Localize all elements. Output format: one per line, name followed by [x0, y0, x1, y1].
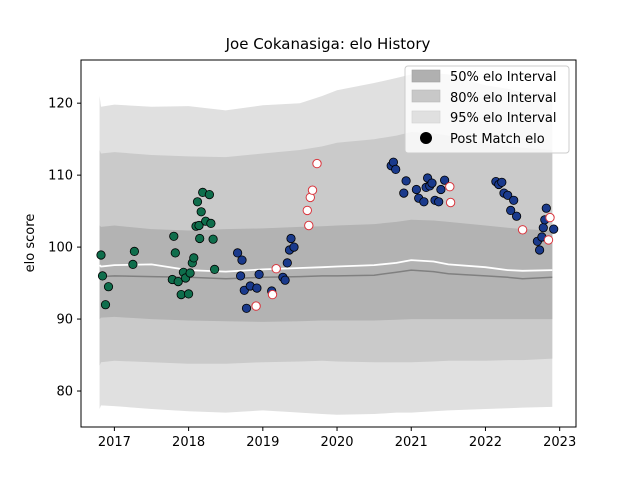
post-match-point-navy [549, 224, 559, 234]
x-tick-label: 2022 [469, 435, 502, 450]
post-match-point-navy [286, 233, 296, 244]
post-match-point-teal [208, 234, 218, 244]
plot-area [80, 59, 577, 428]
legend-label-post-match: Post Match elo [450, 132, 545, 147]
post-match-point-navy [236, 271, 246, 281]
legend-label-80: 80% elo Interval [450, 91, 557, 106]
post-match-point-navy [391, 164, 401, 174]
y-tick-label: 110 [48, 169, 73, 184]
post-match-point-navy [497, 177, 507, 187]
plot-frame [80, 59, 577, 428]
post-match-point-teal [184, 289, 194, 299]
post-match-point-loss [445, 182, 455, 192]
post-match-point-loss [302, 205, 312, 216]
post-match-point-teal [169, 231, 179, 241]
post-match-point-teal [210, 264, 220, 274]
legend-swatch-95 [411, 110, 441, 124]
post-match-point-loss [545, 212, 555, 223]
y-axis: 80 90 100 110 120 [48, 97, 81, 400]
post-match-point-teal [194, 220, 204, 231]
post-match-point-navy [411, 184, 421, 195]
median-line [98, 259, 553, 273]
chart-title: Joe Cokanasiga: elo History [225, 35, 431, 53]
post-match-point-navy [280, 275, 290, 285]
post-match-point-navy [439, 175, 450, 185]
post-match-point-loss [304, 220, 314, 231]
post-match-point-navy [233, 248, 243, 258]
y-tick-label: 100 [48, 241, 73, 256]
post-match-point-navy [399, 188, 409, 198]
post-match-point-teal [100, 300, 111, 310]
post-match-point-navy [538, 223, 548, 233]
band-50 [99, 219, 553, 322]
post-match-point-teal [97, 271, 108, 281]
post-match-point-loss [517, 225, 528, 235]
legend-swatch-50 [411, 69, 441, 83]
post-match-point-teal [196, 207, 206, 217]
post-match-point-teal [192, 197, 203, 207]
post-match-point-navy [436, 184, 446, 195]
legend-label-50: 50% elo Interval [450, 70, 557, 85]
post-match-point-navy [503, 190, 513, 200]
post-match-point-navy [241, 303, 252, 313]
post-match-point-loss [543, 235, 554, 245]
post-match-point-navy [506, 205, 516, 215]
post-match-point-navy [534, 245, 545, 255]
post-match-point-navy [541, 203, 551, 213]
post-match-point-loss [251, 301, 261, 311]
x-axis: 2017 2018 2019 2020 2021 2022 2023 [98, 427, 576, 450]
legend-marker-post-match [420, 132, 432, 144]
post-match-point-navy [282, 258, 292, 268]
y-tick-label: 120 [48, 97, 73, 112]
post-match-point-navy [237, 255, 247, 265]
x-tick-label: 2020 [320, 435, 353, 450]
post-match-point-teal [185, 268, 195, 278]
post-match-point-teal [173, 276, 183, 287]
post-match-point-teal [103, 282, 114, 292]
post-match-point-navy [419, 197, 429, 207]
post-match-point-navy [289, 242, 299, 252]
post-match-point-loss [445, 197, 456, 208]
x-tick-label: 2021 [395, 435, 428, 450]
post-match-point-teal [128, 259, 138, 269]
post-match-point-teal [206, 218, 216, 228]
post-match-point-teal [204, 190, 214, 200]
post-match-point-teal [195, 233, 205, 244]
post-match-points [96, 157, 559, 313]
post-match-point-teal [96, 250, 106, 260]
post-match-point-loss [271, 264, 281, 274]
legend-frame [404, 65, 570, 154]
post-match-point-navy [252, 283, 262, 293]
x-tick-label: 2019 [246, 435, 279, 450]
post-match-point-loss [307, 185, 318, 195]
x-tick-label: 2017 [98, 435, 131, 450]
x-tick-label: 2018 [172, 435, 205, 450]
post-match-point-navy [401, 176, 411, 186]
post-match-point-teal [170, 248, 180, 258]
legend-label-95: 95% elo Interval [450, 111, 557, 126]
y-axis-label: elo score [23, 214, 38, 273]
post-match-point-teal [189, 253, 199, 263]
post-match-point-teal [129, 246, 139, 256]
x-tick-label: 2023 [543, 435, 576, 450]
y-tick-label: 80 [56, 385, 73, 400]
post-match-point-navy [254, 269, 264, 279]
post-match-point-navy [511, 211, 522, 221]
post-match-point-loss [267, 289, 278, 300]
legend-swatch-80 [411, 89, 441, 103]
post-match-point-navy [509, 195, 519, 205]
post-match-point-navy [427, 178, 437, 188]
post-match-point-navy [434, 197, 444, 207]
y-tick-label: 90 [56, 313, 73, 328]
legend: 50% elo Interval 80% elo Interval 95% el… [404, 65, 570, 154]
post-match-point-loss [312, 158, 322, 169]
mean-line [99, 269, 553, 280]
